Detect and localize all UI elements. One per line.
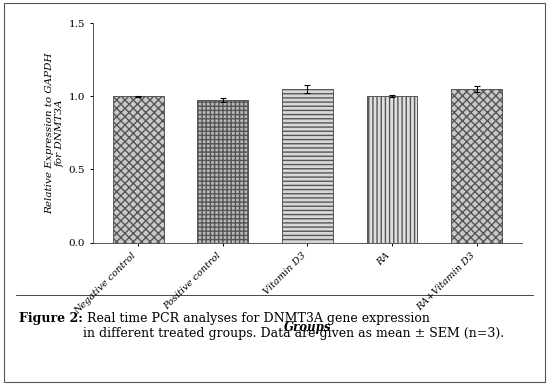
- Bar: [451, 89, 502, 243]
- Text: Real time PCR analyses for DNMT3A gene expression
in different treated groups. D: Real time PCR analyses for DNMT3A gene e…: [83, 312, 504, 340]
- Text: Figure 2:: Figure 2:: [19, 312, 83, 325]
- Bar: [113, 96, 164, 243]
- Y-axis label: Relative Expression to GAPDH
for DNMT3A: Relative Expression to GAPDH for DNMT3A: [45, 52, 64, 214]
- Bar: [367, 96, 417, 243]
- Bar: [282, 89, 333, 243]
- X-axis label: Groups: Groups: [284, 321, 331, 335]
- Bar: [198, 100, 248, 243]
